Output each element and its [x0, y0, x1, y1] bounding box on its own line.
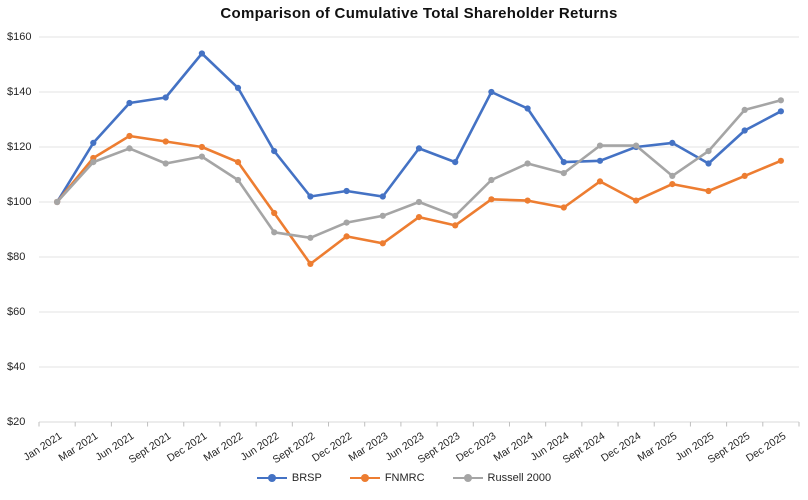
legend-label: FNMRC — [384, 472, 425, 484]
series-line-brsp — [55, 52, 783, 204]
legend-label: Russell 2000 — [487, 472, 552, 484]
data-point-russell-2000 — [162, 160, 169, 167]
data-point-russell-2000 — [596, 142, 604, 149]
data-point-fnmrc — [162, 138, 169, 145]
y-axis-label: $140 — [7, 86, 32, 98]
data-point-brsp — [415, 145, 423, 152]
data-point-fnmrc — [415, 214, 423, 221]
data-point-fnmrc — [234, 159, 242, 166]
data-point-russell-2000 — [198, 153, 205, 160]
data-point-brsp — [741, 127, 748, 134]
data-point-brsp — [524, 105, 531, 112]
data-point-fnmrc — [198, 143, 205, 151]
data-point-russell-2000 — [669, 172, 676, 179]
data-point-russell-2000 — [54, 198, 61, 206]
legend-series-marker-icon — [452, 474, 483, 483]
data-point-russell-2000 — [633, 142, 640, 149]
data-point-russell-2000 — [560, 170, 567, 177]
legend-dot — [267, 474, 276, 482]
data-point-fnmrc — [126, 132, 133, 140]
data-point-brsp — [126, 99, 133, 107]
data-point-brsp — [162, 94, 169, 101]
data-point-brsp — [560, 159, 567, 166]
data-point-russell-2000 — [452, 212, 459, 219]
legend-label: BRSP — [291, 472, 322, 484]
data-point-fnmrc — [596, 178, 604, 185]
data-point-brsp — [452, 159, 459, 166]
data-point-fnmrc — [307, 260, 314, 267]
y-axis-label: $100 — [7, 196, 32, 208]
data-point-brsp — [705, 160, 712, 167]
data-point-brsp — [669, 139, 676, 146]
legend-dot — [463, 474, 472, 482]
data-point-fnmrc — [669, 181, 676, 188]
legend-dot — [360, 474, 369, 482]
data-point-fnmrc — [777, 157, 785, 164]
data-point-fnmrc — [452, 222, 459, 229]
data-point-fnmrc — [524, 197, 531, 204]
legend-series-marker-icon — [256, 474, 287, 483]
data-point-fnmrc — [705, 187, 712, 195]
legend-series-marker-icon — [349, 474, 380, 483]
y-axis-label: $60 — [7, 306, 26, 318]
data-point-brsp — [307, 193, 314, 200]
y-axis-label: $80 — [7, 251, 26, 263]
data-point-russell-2000 — [234, 176, 242, 184]
data-point-russell-2000 — [343, 219, 350, 226]
data-point-russell-2000 — [126, 145, 133, 152]
legend-item-fnmrc: FNMRC — [349, 472, 425, 484]
data-point-russell-2000 — [705, 148, 712, 155]
data-point-brsp — [777, 108, 785, 115]
data-point-fnmrc — [271, 209, 278, 217]
data-point-russell-2000 — [379, 212, 386, 219]
data-point-brsp — [198, 50, 205, 57]
data-point-russell-2000 — [307, 234, 314, 241]
data-point-brsp — [90, 139, 97, 146]
data-point-russell-2000 — [741, 106, 748, 113]
data-point-russell-2000 — [415, 198, 423, 206]
data-point-russell-2000 — [90, 159, 97, 166]
data-point-brsp — [234, 84, 242, 91]
data-point-brsp — [271, 148, 278, 155]
y-axis-label: $160 — [7, 31, 32, 43]
chart-legend: BRSP FNMRC Russell 2000 — [0, 472, 808, 484]
data-point-fnmrc — [560, 204, 567, 211]
legend-item-russell-2000: Russell 2000 — [452, 472, 552, 484]
data-point-brsp — [488, 88, 495, 96]
data-point-fnmrc — [633, 197, 640, 204]
y-axis-label: $120 — [7, 141, 32, 153]
y-axis-label: $40 — [7, 361, 26, 373]
data-point-russell-2000 — [524, 160, 531, 167]
data-point-fnmrc — [741, 172, 748, 179]
data-point-russell-2000 — [271, 229, 278, 236]
y-axis-label: $20 — [7, 416, 26, 428]
data-point-fnmrc — [343, 233, 350, 240]
data-point-brsp — [343, 187, 350, 195]
data-point-brsp — [379, 193, 386, 200]
data-point-fnmrc — [488, 196, 495, 203]
chart-title: Comparison of Cumulative Total Sharehold… — [220, 5, 618, 22]
data-point-brsp — [596, 157, 604, 164]
data-point-russell-2000 — [777, 97, 785, 104]
data-point-fnmrc — [379, 240, 386, 247]
data-point-russell-2000 — [488, 176, 495, 184]
legend-item-brsp: BRSP — [256, 472, 322, 484]
